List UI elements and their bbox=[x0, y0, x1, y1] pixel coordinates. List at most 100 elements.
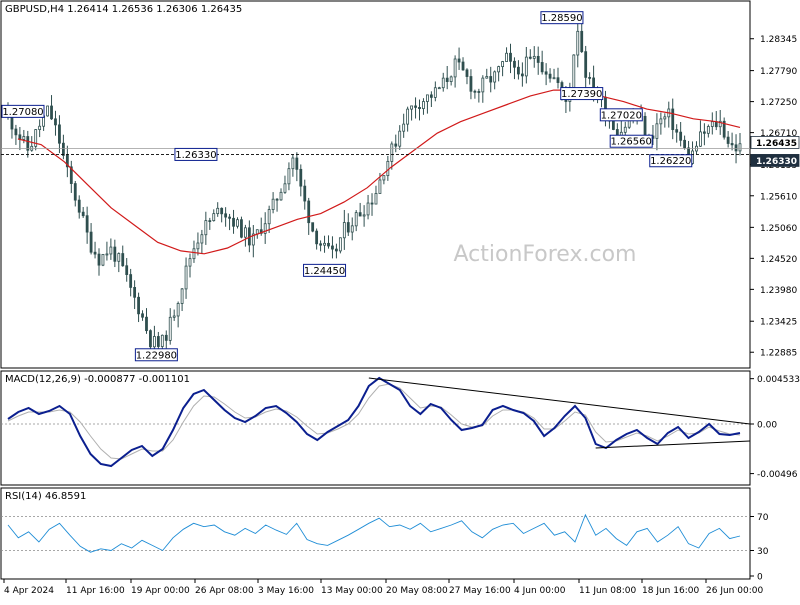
price-annotation-box bbox=[303, 263, 347, 277]
price-y-tick-label: 1.23980 bbox=[760, 286, 797, 296]
candle-body bbox=[335, 248, 338, 252]
rsi-y-tick-label: 0 bbox=[757, 573, 763, 583]
candle-body bbox=[263, 223, 267, 234]
candle-body bbox=[544, 71, 548, 75]
candle-body bbox=[390, 143, 394, 162]
candle-body bbox=[77, 199, 81, 213]
candle-body bbox=[382, 175, 386, 181]
candle-body bbox=[327, 242, 330, 247]
watermark-text: ActionForex.com bbox=[454, 242, 637, 267]
macd-lower-trendline bbox=[595, 440, 751, 449]
candle-body bbox=[287, 168, 291, 185]
candle-body bbox=[58, 124, 61, 144]
candle-body bbox=[441, 77, 445, 89]
price-annotation-label: 1.24450 bbox=[304, 266, 345, 277]
candle-body bbox=[93, 251, 97, 255]
candle-body bbox=[232, 217, 235, 227]
candle-body bbox=[552, 77, 556, 80]
price-annotation-label: 1.26330 bbox=[175, 150, 216, 161]
price-annotation-box bbox=[599, 108, 643, 122]
candle-body bbox=[576, 30, 580, 56]
candle-body bbox=[418, 107, 421, 109]
rsi-pane bbox=[0, 487, 751, 580]
candle-body bbox=[398, 130, 402, 147]
candle-body bbox=[176, 303, 180, 317]
candle-body bbox=[354, 212, 358, 227]
candle-body bbox=[89, 231, 93, 253]
macd-pane-header: MACD(12,26,9) -0.000877 -0.001101 bbox=[5, 374, 190, 385]
candle-body bbox=[517, 66, 520, 75]
candle-body bbox=[445, 77, 449, 82]
candle-body bbox=[267, 209, 271, 225]
candle-body bbox=[714, 121, 718, 128]
x-tick-label: 11 Jun 08:00 bbox=[579, 586, 636, 596]
x-tick-label: 26 Jun 00:00 bbox=[706, 586, 763, 596]
candle-body bbox=[722, 120, 726, 138]
candle-body bbox=[283, 183, 287, 193]
candle-body bbox=[295, 157, 299, 170]
candle-body bbox=[655, 123, 659, 139]
candle-body bbox=[584, 51, 588, 78]
macd-y-tick-label: 0.00 bbox=[757, 421, 777, 431]
candle-body bbox=[461, 61, 465, 71]
candle-body bbox=[204, 220, 208, 236]
candle-body bbox=[34, 129, 38, 147]
candle-body bbox=[501, 61, 504, 67]
candle-body bbox=[315, 230, 319, 245]
candle-body bbox=[196, 242, 200, 250]
candle-body bbox=[338, 237, 342, 252]
candle-body bbox=[433, 87, 437, 98]
candle-body bbox=[556, 77, 560, 83]
price-y-tick-label: 1.22885 bbox=[760, 349, 797, 359]
price-pane bbox=[0, 0, 751, 369]
candle-body bbox=[271, 198, 275, 210]
candle-body bbox=[366, 202, 370, 216]
candle-body bbox=[236, 219, 239, 227]
price-y-tick-label: 1.25060 bbox=[760, 224, 797, 234]
candle-body bbox=[509, 52, 512, 62]
price-y-tick-label: 1.25610 bbox=[760, 192, 797, 202]
candle-body bbox=[141, 313, 144, 318]
candle-body bbox=[331, 245, 334, 250]
candle-body bbox=[73, 183, 77, 201]
candle-body bbox=[623, 126, 627, 133]
candle-body bbox=[406, 108, 410, 125]
rsi-y-tick-label: 30 bbox=[757, 547, 769, 557]
candle-body bbox=[422, 101, 425, 109]
candle-body bbox=[679, 131, 683, 141]
macd-y-tick-label: 0.004533 bbox=[757, 375, 800, 385]
candle-body bbox=[497, 66, 501, 73]
x-tick-label: 3 May 16:00 bbox=[258, 586, 314, 596]
candle-body bbox=[386, 160, 390, 177]
candle-body bbox=[485, 76, 489, 79]
candle-body bbox=[520, 73, 524, 77]
candle-body bbox=[528, 56, 532, 59]
candle-body bbox=[540, 62, 544, 73]
candle-body bbox=[580, 30, 584, 53]
candle-body bbox=[378, 179, 382, 194]
rsi-line bbox=[7, 513, 741, 553]
price-annotation-box bbox=[609, 134, 653, 148]
rsi-pane-header: RSI(14) 46.8591 bbox=[5, 491, 87, 502]
candle-body bbox=[129, 274, 133, 288]
candle-body bbox=[457, 58, 461, 63]
candle-body bbox=[224, 213, 228, 218]
candle-body bbox=[65, 155, 69, 168]
candle-body bbox=[346, 222, 350, 233]
candle-body bbox=[160, 334, 164, 347]
price-annotation-label: 1.26220 bbox=[650, 156, 691, 167]
candle-body bbox=[493, 71, 497, 83]
price-annotation-box bbox=[174, 147, 218, 161]
candle-body bbox=[437, 87, 441, 90]
candle-body bbox=[46, 105, 49, 117]
candle-body bbox=[449, 76, 453, 82]
candle-body bbox=[14, 128, 18, 136]
candle-body bbox=[149, 330, 152, 348]
sma-line bbox=[17, 89, 741, 255]
candle-body bbox=[402, 123, 406, 132]
macd-signal-line bbox=[7, 383, 741, 460]
candle-body bbox=[220, 207, 224, 215]
candle-body bbox=[279, 191, 283, 201]
candle-body bbox=[548, 73, 552, 79]
